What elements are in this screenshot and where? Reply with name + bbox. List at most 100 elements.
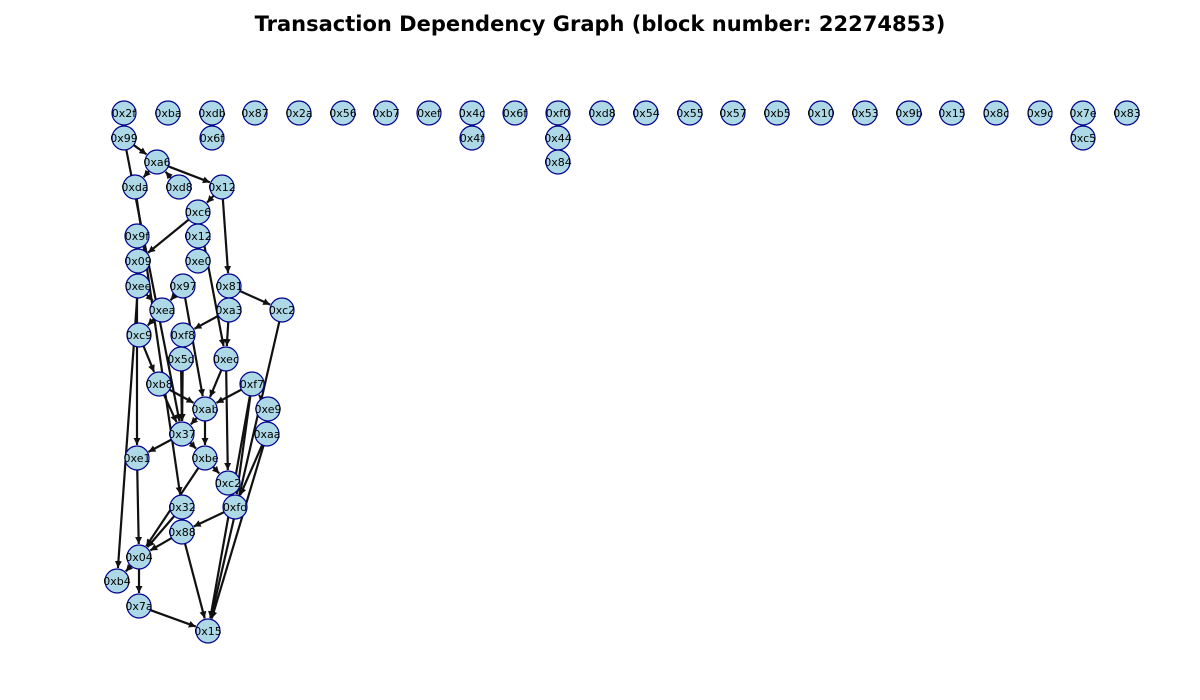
node-label: 0xe1 [124, 452, 151, 465]
node-label: 0x15 [194, 625, 222, 638]
node-label: 0xb5 [763, 107, 791, 120]
node-n_8c: 0x8c [983, 100, 1009, 126]
edge-n_7a-to-n_15b [149, 609, 197, 628]
edge-n_be-to-n_c2b [211, 465, 221, 475]
edge-n_37-to-n_e1 [147, 438, 172, 453]
node-n_d8a: 0xd8 [588, 100, 616, 126]
node-circle [808, 100, 834, 126]
node-n_be: 0xbe [191, 445, 219, 471]
node-label: 0x9f [125, 230, 151, 243]
node-label: 0x83 [1113, 107, 1141, 120]
edge-n_81-to-n_c2a [239, 289, 271, 306]
edge-n_97-to-n_ea [169, 292, 178, 301]
node-circle [896, 100, 922, 126]
node-label: 0x81 [215, 280, 243, 293]
edge-n_a3-to-n_ec [223, 321, 231, 347]
node-circle [169, 519, 195, 545]
edge-n_c2a-to-n_15b [209, 321, 281, 619]
node-n_c5: 0xc5 [1070, 125, 1096, 151]
node-label: 0xbe [191, 452, 218, 465]
node-n_ea: 0xea [149, 297, 176, 323]
node-n_83: 0x83 [1113, 100, 1141, 126]
node-n_fd: 0xfd [222, 494, 248, 520]
edge-n_a6-to-n_da [142, 169, 151, 178]
node-label: 0xc2 [215, 477, 241, 490]
node-n_e0: 0xe0 [185, 248, 212, 274]
node-label: 0xf0 [546, 107, 570, 120]
node-n_aa: 0xaa [254, 421, 281, 447]
node-n_4f: 0x4f [459, 125, 485, 151]
node-n_e1: 0xe1 [124, 445, 151, 471]
edge-n_b8-to-n_ab [169, 388, 195, 404]
node-n_2f: 0x2f [111, 100, 137, 126]
node-label: 0x44 [544, 132, 572, 145]
node-n_f8: 0xf8 [170, 322, 196, 348]
node-label: 0xee [125, 280, 152, 293]
node-circle [195, 618, 221, 644]
node-label: 0xdb [198, 107, 225, 120]
node-label: 0x2a [285, 107, 312, 120]
edge-n_b8-to-n_37 [163, 394, 178, 423]
node-circle [144, 149, 170, 175]
node-n_04: 0x04 [125, 544, 153, 570]
node-label: 0xa6 [143, 156, 170, 169]
node-n_7a: 0x7a [125, 593, 153, 619]
node-circle [373, 100, 399, 126]
node-n_37: 0x37 [168, 421, 196, 447]
node-circle [286, 100, 312, 126]
node-label: 0x56 [329, 107, 357, 120]
nodes-layer: 0x2f 0xba 0xdb 0x87 0x2a 0x56 0xb7 0xef 0x4c 0x6f… [103, 100, 1141, 644]
node-label: 0x87 [241, 107, 269, 120]
edge-n_ea-to-n_c9 [146, 317, 156, 327]
edge-n_99-to-n_a6 [133, 144, 148, 156]
node-label: 0x99 [110, 132, 138, 145]
node-circle [146, 371, 172, 397]
edge-n_ec-to-n_c2b [224, 370, 232, 471]
node-n_b5: 0xb5 [763, 100, 791, 126]
node-n_12b: 0x12 [184, 223, 212, 249]
node-n_2a: 0x2a [285, 100, 313, 126]
node-circle [720, 100, 746, 126]
node-circle [124, 223, 150, 249]
node-circle [213, 346, 239, 372]
node-label: 0xfd [223, 501, 247, 514]
edge-n_e1-to-n_04 [135, 469, 143, 545]
node-circle [155, 100, 181, 126]
node-circle [1027, 100, 1053, 126]
node-label: 0xe0 [185, 255, 212, 268]
node-label: 0x15 [938, 107, 966, 120]
edge-n_97-to-n_ab [184, 297, 205, 397]
node-label: 0xe9 [255, 403, 282, 416]
node-circle [126, 593, 152, 619]
node-n_a3: 0xa3 [215, 297, 243, 323]
edge-n_aa-to-n_fd [239, 444, 264, 496]
node-circle [764, 100, 790, 126]
node-circle [215, 470, 241, 496]
node-label: 0xc2 [269, 304, 295, 317]
edge-n_37-to-n_be [188, 441, 197, 450]
node-n_c9: 0xc9 [126, 322, 152, 348]
node-label: 0x12 [184, 230, 212, 243]
node-circle [169, 421, 195, 447]
node-circle [459, 125, 485, 151]
node-n_54: 0x54 [632, 100, 660, 126]
node-label: 0xba [154, 107, 181, 120]
node-circle [330, 100, 356, 126]
node-label: 0xab [191, 403, 218, 416]
node-circle [589, 100, 615, 126]
node-n_f0: 0xf0 [545, 100, 571, 126]
node-label: 0xea [149, 304, 176, 317]
node-circle [170, 273, 196, 299]
node-label: 0x57 [719, 107, 747, 120]
node-label: 0xb7 [372, 107, 400, 120]
node-label: 0xd8 [588, 107, 616, 120]
node-circle [1070, 100, 1096, 126]
node-circle [939, 100, 965, 126]
node-label: 0x09 [124, 255, 152, 268]
node-n_d8b: 0xd8 [165, 174, 193, 200]
node-n_b4: 0xb4 [103, 568, 131, 594]
node-n_b7: 0xb7 [372, 100, 400, 126]
node-n_5d: 0x5d [167, 346, 195, 372]
node-label: 0x84 [544, 156, 572, 169]
edge-n_fd-to-n_88 [193, 511, 225, 528]
